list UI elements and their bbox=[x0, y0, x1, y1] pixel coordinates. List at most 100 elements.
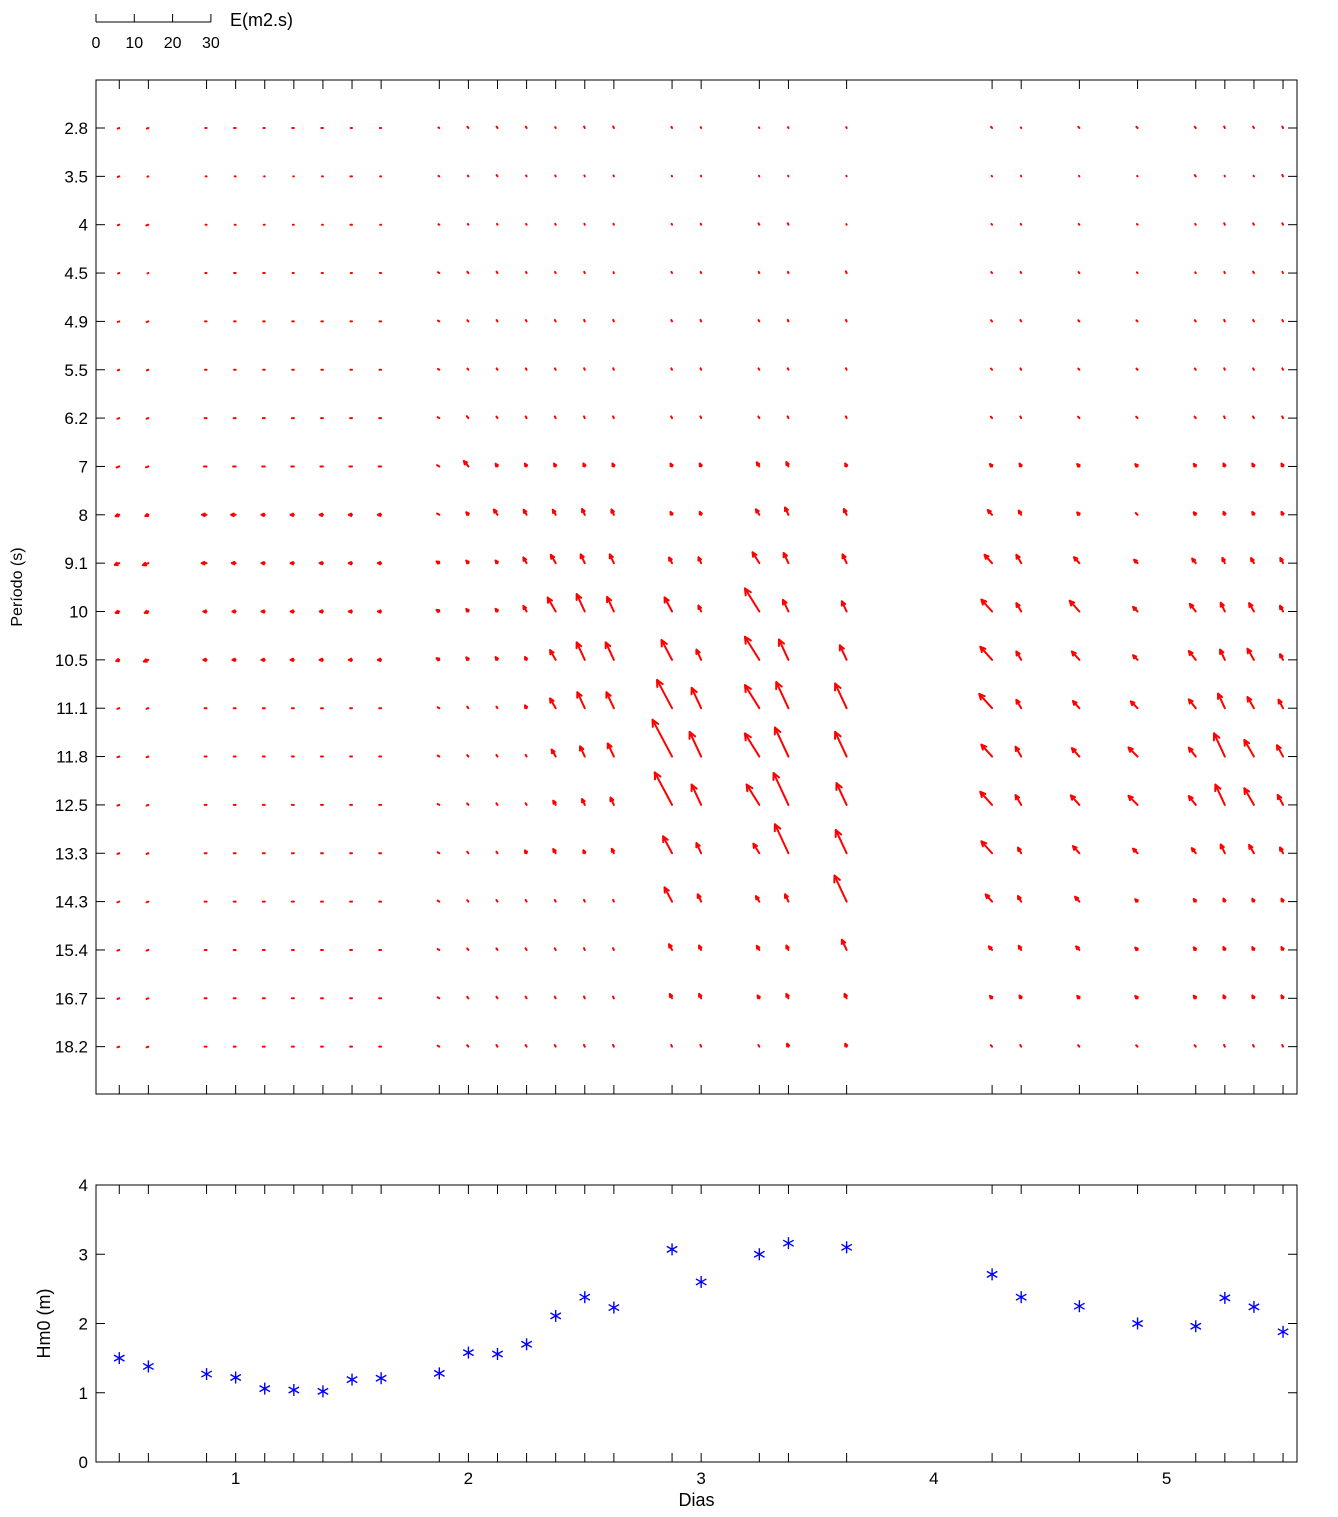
wave-energy-arrow bbox=[743, 587, 761, 613]
wave-energy-arrow bbox=[466, 802, 470, 806]
wave-energy-arrow bbox=[757, 270, 761, 275]
wave-energy-arrow bbox=[612, 995, 615, 1000]
wave-energy-arrow bbox=[775, 681, 790, 710]
wave-energy-arrow bbox=[1133, 558, 1139, 565]
quiver-y-axis-label: Período (s) bbox=[9, 547, 26, 626]
wave-energy-arrow bbox=[1135, 367, 1139, 371]
wave-energy-arrow bbox=[145, 852, 150, 855]
scatter-panel: 1 2 3 4 5 0 1 2 3 4 Dias Hm0 (m) bbox=[34, 1176, 1298, 1510]
wave-energy-arrow bbox=[1068, 599, 1081, 613]
x-tick-label: 4 bbox=[929, 1469, 938, 1488]
wave-energy-arrow bbox=[612, 947, 615, 951]
wave-energy-arrow bbox=[1077, 222, 1081, 226]
wave-energy-arrow bbox=[1251, 1043, 1255, 1048]
wave-energy-arrow bbox=[611, 462, 616, 468]
hm0-point bbox=[521, 1338, 533, 1351]
y-tick-label: 3.5 bbox=[64, 167, 88, 186]
wave-energy-arrow bbox=[1193, 319, 1197, 323]
wave-energy-arrow bbox=[1280, 897, 1285, 903]
wave-energy-arrow bbox=[1252, 319, 1255, 323]
wave-energy-arrow bbox=[751, 551, 761, 565]
wave-energy-arrow bbox=[653, 771, 674, 806]
wave-energy-arrow bbox=[1019, 367, 1023, 371]
wave-energy-arrow bbox=[663, 886, 674, 903]
wave-energy-arrow bbox=[579, 553, 586, 565]
x-tick-label: 3 bbox=[696, 1469, 705, 1488]
scatter-tick-labels: 1 2 3 4 5 0 1 2 3 4 bbox=[79, 1176, 1172, 1488]
wave-energy-arrow bbox=[663, 596, 674, 613]
wave-energy-arrow bbox=[1187, 795, 1197, 806]
wave-energy-arrow bbox=[495, 850, 499, 855]
y-tick-label: 18.2 bbox=[55, 1038, 88, 1057]
wave-energy-arrow bbox=[1019, 270, 1023, 275]
wave-energy-arrow bbox=[466, 754, 470, 758]
hm0-point bbox=[666, 1243, 678, 1256]
wave-energy-arrow bbox=[1223, 367, 1226, 371]
wave-energy-arrow bbox=[1223, 270, 1226, 275]
wave-energy-arrow bbox=[1076, 511, 1081, 516]
wave-energy-arrow bbox=[436, 851, 441, 855]
wave-energy-arrow bbox=[1192, 898, 1198, 903]
wave-energy-arrow bbox=[699, 270, 703, 275]
wave-energy-arrow bbox=[436, 367, 441, 371]
wave-energy-arrow bbox=[260, 512, 266, 517]
wave-energy-arrow bbox=[466, 270, 470, 275]
wave-energy-arrow bbox=[698, 944, 703, 951]
wave-energy-arrow bbox=[347, 657, 354, 662]
wave-energy-arrow bbox=[1015, 698, 1023, 710]
wave-energy-arrow bbox=[1223, 125, 1226, 129]
hm0-point bbox=[346, 1373, 358, 1386]
wave-energy-arrow bbox=[1190, 847, 1197, 855]
wave-energy-arrow bbox=[466, 899, 470, 903]
wave-energy-arrow bbox=[116, 368, 121, 372]
wave-energy-arrow bbox=[116, 175, 121, 178]
wave-energy-arrow bbox=[553, 947, 557, 951]
wave-energy-arrow bbox=[436, 706, 441, 710]
wave-energy-arrow bbox=[757, 222, 761, 226]
wave-energy-arrow bbox=[840, 600, 848, 613]
wave-energy-arrow bbox=[1135, 415, 1139, 420]
wave-energy-arrow bbox=[773, 823, 790, 855]
hm0-point bbox=[1248, 1300, 1260, 1313]
wave-energy-arrow bbox=[752, 842, 761, 855]
scale-bar-tick-label: 10 bbox=[125, 35, 143, 52]
wave-energy-arrow bbox=[466, 125, 470, 129]
wave-energy-arrow bbox=[606, 595, 615, 613]
wave-energy-arrow bbox=[113, 561, 121, 567]
wave-energy-arrow bbox=[546, 596, 557, 613]
wave-energy-arrow bbox=[116, 320, 121, 323]
wave-energy-arrow bbox=[1135, 271, 1139, 275]
wave-energy-arrow bbox=[1134, 511, 1139, 516]
x-tick-label: 5 bbox=[1162, 1469, 1171, 1488]
wave-energy-arrow bbox=[696, 893, 703, 903]
hm0-point bbox=[1073, 1300, 1085, 1313]
wave-energy-arrow bbox=[347, 512, 354, 517]
wave-energy-arrow bbox=[980, 743, 994, 758]
wave-energy-arrow bbox=[1279, 653, 1285, 661]
wave-energy-arrow bbox=[605, 691, 615, 710]
wave-energy-arrow bbox=[1194, 271, 1197, 275]
wave-energy-arrow bbox=[782, 551, 790, 565]
wave-energy-arrow bbox=[552, 848, 557, 855]
wave-energy-arrow bbox=[1077, 415, 1081, 420]
wave-energy-arrow bbox=[656, 678, 674, 710]
wave-energy-arrow bbox=[1070, 650, 1081, 661]
wave-energy-arrow bbox=[116, 707, 121, 710]
wave-energy-arrow bbox=[553, 367, 557, 371]
wave-energy-arrow bbox=[697, 556, 703, 565]
wave-energy-arrow bbox=[1217, 692, 1226, 710]
wave-energy-arrow bbox=[550, 748, 557, 758]
wave-energy-arrow bbox=[289, 561, 295, 566]
wave-energy-arrow bbox=[1073, 556, 1081, 565]
wave-energy-arrow bbox=[1214, 783, 1226, 806]
wave-energy-arrow bbox=[1279, 557, 1285, 565]
wave-energy-arrow bbox=[145, 368, 150, 372]
wave-energy-arrow bbox=[582, 898, 586, 903]
wave-energy-arrow bbox=[145, 417, 150, 420]
quiver-axes-frame bbox=[95, 79, 1298, 1095]
wave-energy-arrow bbox=[465, 656, 470, 661]
wave-energy-arrow bbox=[1074, 895, 1081, 903]
wave-energy-arrow bbox=[1134, 946, 1139, 952]
wave-energy-arrow bbox=[1132, 847, 1139, 855]
wave-energy-arrow bbox=[435, 608, 441, 614]
